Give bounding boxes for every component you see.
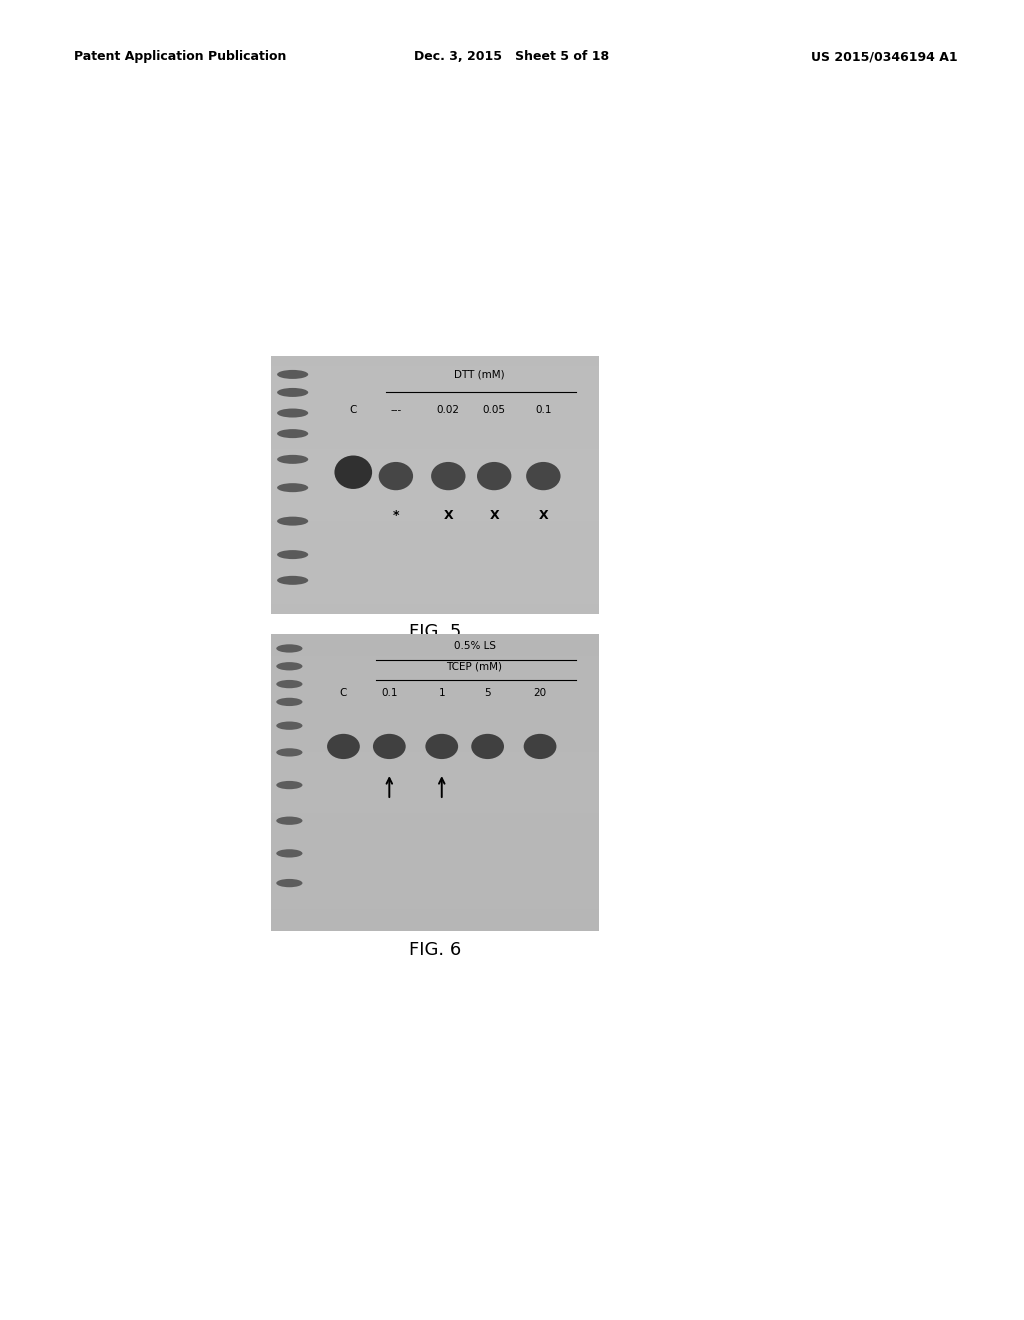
Text: 0.05: 0.05 xyxy=(482,405,506,416)
Ellipse shape xyxy=(278,370,308,379)
Ellipse shape xyxy=(278,550,308,560)
Text: X: X xyxy=(489,510,499,523)
Text: FIG. 5: FIG. 5 xyxy=(409,623,462,642)
Ellipse shape xyxy=(327,734,359,759)
Text: C: C xyxy=(349,405,357,416)
Text: 5: 5 xyxy=(484,688,490,698)
Ellipse shape xyxy=(278,576,308,585)
Ellipse shape xyxy=(276,663,302,671)
Text: C: C xyxy=(340,688,347,698)
Text: 0.1: 0.1 xyxy=(536,405,552,416)
Ellipse shape xyxy=(526,462,560,490)
Ellipse shape xyxy=(276,879,302,887)
Ellipse shape xyxy=(276,748,302,756)
Ellipse shape xyxy=(477,462,511,490)
Text: X: X xyxy=(539,510,548,523)
Text: FIG. 6: FIG. 6 xyxy=(409,941,462,960)
Text: ---: --- xyxy=(390,405,401,416)
Ellipse shape xyxy=(278,455,308,463)
Text: 20: 20 xyxy=(534,688,547,698)
Ellipse shape xyxy=(278,516,308,525)
Ellipse shape xyxy=(379,462,413,490)
Ellipse shape xyxy=(276,722,302,730)
Text: 0.5% LS: 0.5% LS xyxy=(454,642,496,651)
Text: DTT (mM): DTT (mM) xyxy=(454,370,505,379)
Ellipse shape xyxy=(276,644,302,652)
Ellipse shape xyxy=(425,734,458,759)
Ellipse shape xyxy=(278,388,308,397)
Ellipse shape xyxy=(335,455,372,488)
Ellipse shape xyxy=(523,734,556,759)
Ellipse shape xyxy=(276,698,302,706)
Ellipse shape xyxy=(276,680,302,688)
Text: 0.1: 0.1 xyxy=(381,688,397,698)
Ellipse shape xyxy=(276,817,302,825)
Ellipse shape xyxy=(471,734,504,759)
Ellipse shape xyxy=(278,408,308,417)
Ellipse shape xyxy=(276,781,302,789)
Text: *: * xyxy=(392,510,399,523)
Ellipse shape xyxy=(278,483,308,492)
Ellipse shape xyxy=(276,849,302,858)
Text: 1: 1 xyxy=(438,688,445,698)
Text: Patent Application Publication: Patent Application Publication xyxy=(74,50,286,63)
Text: TCEP (mM): TCEP (mM) xyxy=(446,661,503,672)
Text: US 2015/0346194 A1: US 2015/0346194 A1 xyxy=(811,50,957,63)
Text: X: X xyxy=(443,510,453,523)
Ellipse shape xyxy=(373,734,406,759)
Text: Dec. 3, 2015   Sheet 5 of 18: Dec. 3, 2015 Sheet 5 of 18 xyxy=(415,50,609,63)
Text: 0.02: 0.02 xyxy=(437,405,460,416)
Ellipse shape xyxy=(431,462,466,490)
Ellipse shape xyxy=(278,429,308,438)
